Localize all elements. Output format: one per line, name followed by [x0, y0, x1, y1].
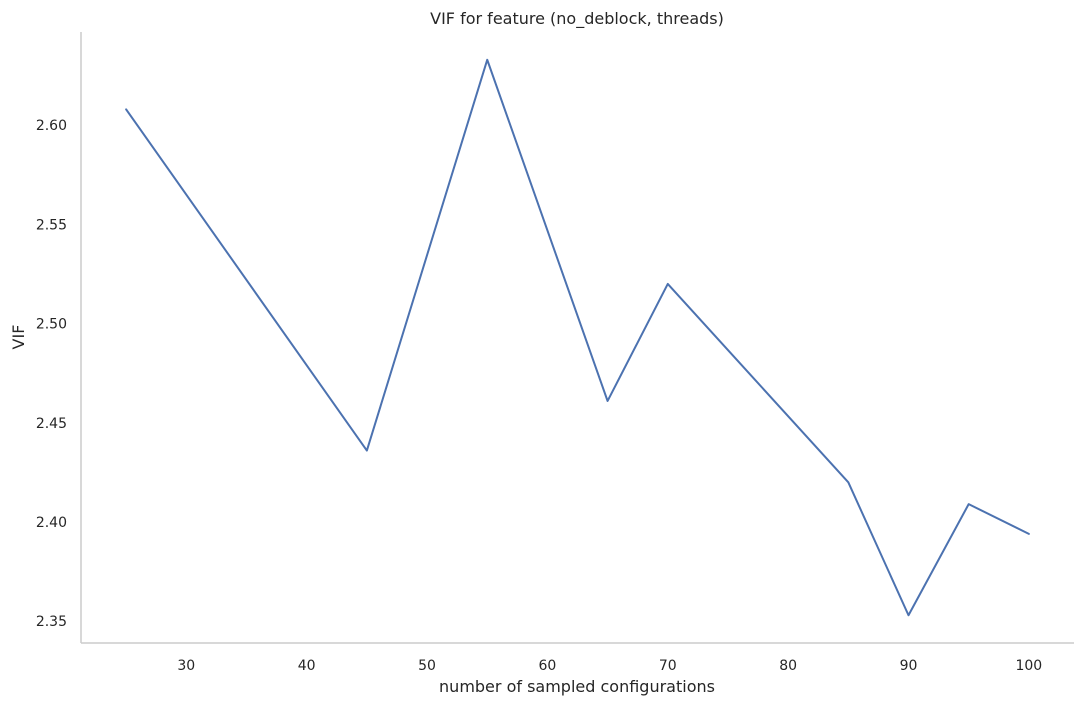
x-tick-label: 80	[779, 658, 797, 674]
y-tick-label: 2.45	[36, 416, 67, 432]
y-axis-ticks: 2.35 2.40 2.45 2.50 2.55 2.60	[36, 118, 67, 630]
chart-title: VIF for feature (no_deblock, threads)	[430, 9, 724, 29]
y-tick-label: 2.50	[36, 317, 67, 333]
series-line	[125, 58, 1030, 617]
y-axis-label: VIF	[9, 325, 28, 350]
x-tick-label: 60	[538, 658, 556, 674]
y-tick-label: 2.60	[36, 118, 67, 134]
x-tick-label: 40	[298, 658, 316, 674]
x-axis-ticks: 30 40 50 60 70 80 90 100	[177, 658, 1042, 674]
y-tick-label: 2.55	[36, 217, 67, 233]
x-tick-label: 50	[418, 658, 436, 674]
x-tick-label: 30	[177, 658, 195, 674]
x-axis-label: number of sampled configurations	[439, 677, 715, 696]
x-tick-label: 70	[659, 658, 677, 674]
y-tick-label: 2.40	[36, 515, 67, 531]
series-layer	[125, 58, 1030, 617]
x-tick-label: 100	[1015, 658, 1042, 674]
x-tick-label: 90	[900, 658, 918, 674]
y-tick-label: 2.35	[36, 614, 67, 630]
